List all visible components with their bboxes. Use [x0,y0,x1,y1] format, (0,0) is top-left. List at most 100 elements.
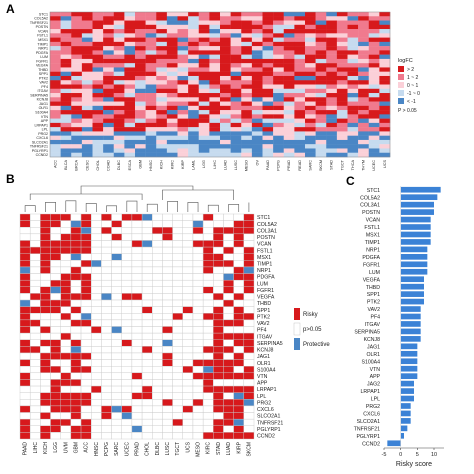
heatmap-a-cell [368,97,380,102]
bar-c-label: THBD [366,285,380,291]
heatmap-b-cell [162,319,173,327]
heatmap-a-cell [60,67,72,72]
heatmap-a-cell [315,139,327,145]
heatmap-b-cell [141,233,153,241]
heatmap-a-col-label: COAD [107,160,111,171]
heatmap-a-cell [283,118,295,124]
heatmap-a-cell [336,122,348,128]
heatmap-b-col-label: PAAD [23,442,29,456]
heatmap-b-cell [243,339,255,347]
heatmap-a-cell [283,105,295,111]
heatmap-b-cell [50,405,61,413]
heatmap-b-cell [223,372,234,380]
heatmap-a-cell [113,105,125,111]
heatmap-a-cell [273,114,284,119]
heatmap-b-cell [172,220,183,228]
heatmap-a-cell [230,84,242,89]
heatmap-a-cell [198,135,210,141]
heatmap-b-cell [152,432,163,440]
heatmap-a-cell [188,63,199,68]
heatmap-b-cell [121,366,133,374]
heatmap-a-cell [241,63,253,68]
heatmap-b-cell [152,233,163,241]
heatmap-a-cell [358,110,369,115]
heatmap-b-cell [233,313,245,321]
heatmap-a-cell [368,152,380,158]
heatmap-b-cell [70,425,82,433]
heatmap-b-row-label: COL3A1 [257,228,277,234]
bar-c [400,358,418,365]
heatmap-b-cell [131,253,143,261]
heatmap-a-cell [241,58,253,64]
bar-c [400,276,424,283]
heatmap-b-cell [70,233,82,241]
heatmap-a-cell [347,122,359,128]
heatmap-a-cell [124,84,136,89]
heatmap-a-cell [81,16,93,21]
heatmap-b-cell [91,346,102,354]
heatmap-b-cell [50,385,61,393]
heatmap-a-cell [220,12,231,17]
bar-c [400,291,424,297]
dendrogram-branch [162,189,234,200]
heatmap-b-cell [182,319,194,327]
heatmap-a-cell [358,46,369,51]
heatmap-a-cell [379,20,391,25]
heatmap-a-cell [230,75,242,81]
heatmap-b-cell [121,266,133,274]
heatmap-a-cell [294,29,306,34]
heatmap-a-cell [209,80,221,85]
heatmap-a-cell [262,71,274,77]
heatmap-b-cell [40,379,51,387]
heatmap-a-cell [103,29,114,34]
heatmap-b-cell [60,326,72,334]
heatmap-a-cell [262,67,274,72]
heatmap-a-cell [347,144,359,149]
heatmap-a-cell [92,29,104,34]
heatmap-a-cell [368,84,380,89]
heatmap-b-cell [40,279,51,287]
heatmap-a-cell [294,37,306,43]
heatmap-a-cell [326,139,338,145]
heatmap-a-cell [188,71,199,77]
heatmap-b-cell [172,253,183,261]
heatmap-b-cell [223,246,234,254]
heatmap-a-cell [50,88,61,94]
heatmap-b-cell [162,432,173,440]
heatmap-b-cell [29,332,41,340]
dendrogram-branch [187,202,199,212]
heatmap-a-cell [283,80,295,85]
heatmap-a-cell [347,93,359,98]
heatmap-b-cell [121,313,133,321]
heatmap-b-cell [80,432,92,440]
heatmap-b-cell [202,299,214,307]
heatmap-b-cell [19,293,31,301]
heatmap-b-cell [60,385,72,393]
heatmap-b-cell [141,412,153,420]
heatmap-a-cell [336,93,348,98]
heatmap-a-cell [156,127,168,132]
heatmap-b-cell [80,306,92,314]
heatmap-b-cell [131,339,143,347]
heatmap-a-cell [92,54,104,60]
heatmap-a-cell [262,63,274,68]
heatmap-a-cell [241,152,253,158]
heatmap-a-cell [124,54,136,60]
heatmap-b-row-label: STC1 [257,215,270,221]
heatmap-a-cell [124,67,136,72]
bar-c [400,209,434,215]
heatmap-b-cell [192,352,204,360]
heatmap-a-col-label: TGCT [340,159,344,170]
heatmap-b-cell [131,227,143,235]
heatmap-a-cell [220,139,231,145]
heatmap-b-cell [91,359,102,367]
heatmap-b-cell [131,240,143,248]
heatmap-b-cell [223,385,234,393]
heatmap-b-cell [202,286,214,294]
heatmap-b-cell [131,220,143,228]
heatmap-a-cell [50,93,61,98]
heatmap-a-cell [336,63,348,68]
heatmap-b-cell [223,313,234,321]
heatmap-a-cell [209,37,221,43]
heatmap-a-col-label: PRAD [287,160,291,171]
